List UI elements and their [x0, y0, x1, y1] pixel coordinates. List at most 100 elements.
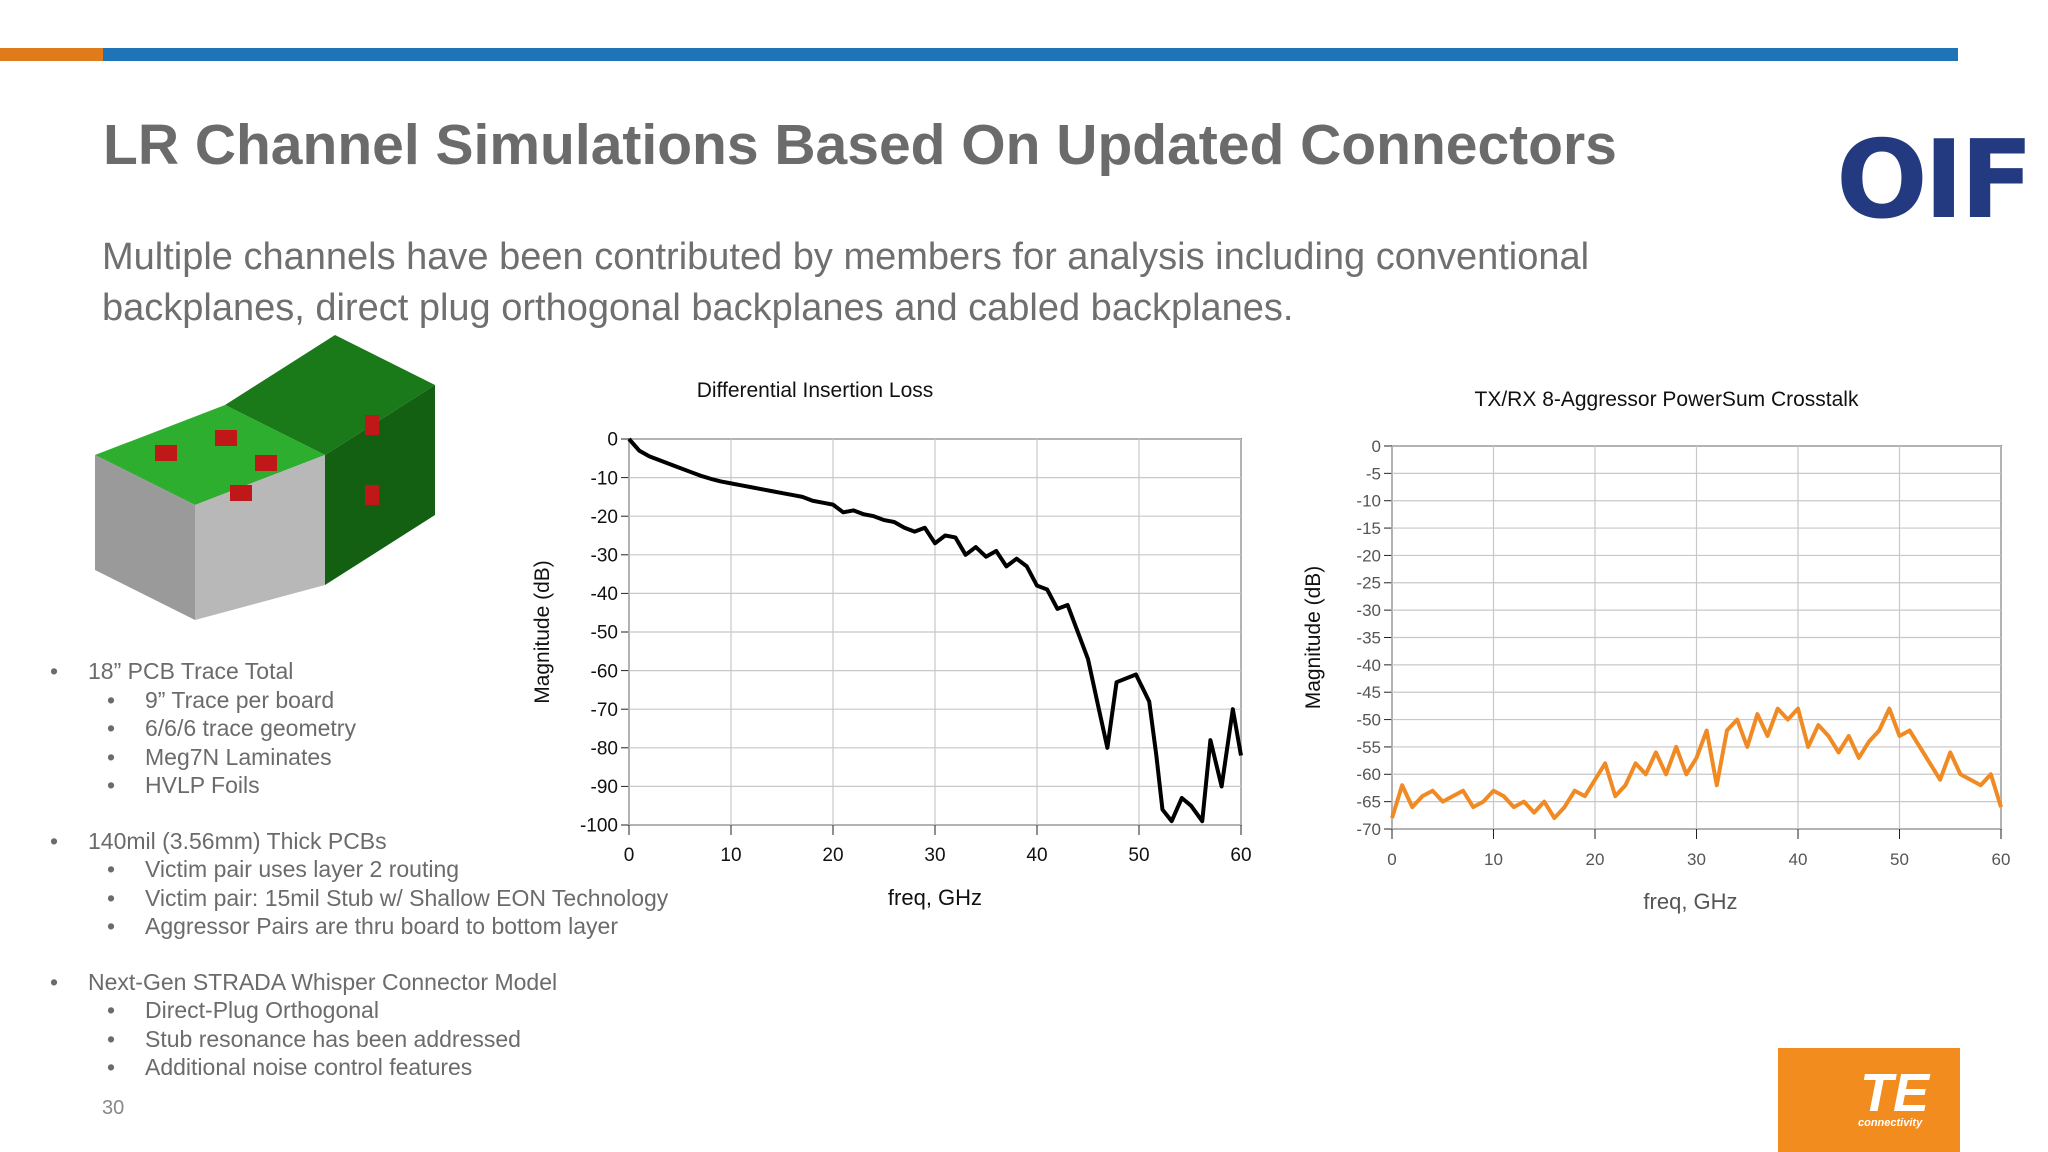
sub-bullet-text: Additional noise control features [145, 1054, 473, 1080]
bullet-dot: • [107, 686, 116, 713]
y-tick-label: 0 [1372, 437, 1381, 456]
y-tick-label: -50 [591, 623, 618, 644]
x-tick-label: 30 [924, 845, 945, 866]
board-illustration [95, 335, 435, 620]
y-tick-label: -10 [1356, 492, 1381, 511]
x-tick-label: 10 [1484, 850, 1503, 869]
x-tick-label: 60 [1230, 845, 1251, 866]
sub-bullet: • Additional noise control features [107, 1053, 668, 1082]
bullet-dot: • [107, 743, 116, 770]
y-tick-label: -40 [591, 584, 618, 605]
slide-title: LR Channel Simulations Based On Updated … [103, 113, 1617, 177]
y-tick-label: -45 [1356, 683, 1381, 702]
x-tick-label: 30 [1687, 850, 1706, 869]
x-tick-label: 50 [1128, 845, 1149, 866]
x-tick-label: 50 [1890, 850, 1909, 869]
y-tick-label: -30 [1356, 601, 1381, 620]
y-tick-label: -50 [1356, 711, 1381, 730]
sub-bullet: • Stub resonance has been addressed [107, 1025, 668, 1054]
bullet-dot: • [50, 968, 59, 995]
x-tick-label: 0 [624, 845, 635, 866]
sub-bullet-text: 6/6/6 trace geometry [145, 715, 356, 741]
y-axis-label: Magnitude (dB) [531, 560, 554, 704]
logo: OIF [1836, 118, 2034, 243]
sub-bullet: • Meg7N Laminates [107, 743, 668, 772]
sub-list: • Direct-Plug Orthogonal • Stub resonance h… [50, 996, 668, 1082]
y-tick-label: 0 [607, 430, 618, 451]
sub-bullet-text: Stub resonance has been addressed [145, 1025, 521, 1052]
y-tick-label: -60 [591, 661, 618, 682]
sub-bullet-text: HVLP Foils [145, 772, 260, 798]
brand-subtext: connectivity [1858, 1117, 1923, 1129]
y-tick-label: -30 [591, 545, 618, 566]
sub-bullet: • Direct-Plug Orthogonal [107, 996, 668, 1025]
x-tick-label: 0 [1387, 850, 1396, 869]
page-number: 30 [102, 1097, 125, 1119]
subtitle: Multiple channels have been contributed … [102, 236, 1590, 329]
x-axis-label: freq, GHz [888, 885, 982, 910]
sub-bullet: • 6/6/6 trace geometry [107, 714, 668, 743]
sub-bullet-text: Direct-Plug Orthogonal [145, 997, 379, 1023]
sub-bullet: • Aggressor Pairs are thru board to botto… [107, 912, 668, 941]
y-tick-label: -10 [591, 468, 618, 489]
boards [95, 335, 435, 620]
x-axis-label: freq, GHz [1643, 889, 1737, 914]
y-tick-label: -60 [1356, 765, 1381, 784]
sub-bullet: • Victim pair: 15mil Stub w/ Shallow EON … [107, 884, 668, 913]
sub-bullet-text: Meg7N Laminates [145, 743, 332, 770]
bullet-list: • 18” PCB Trace Total • 9” Trace per board •… [50, 657, 668, 1109]
bullet: • 18” PCB Trace Total • 9” Trace per board •… [50, 657, 668, 800]
y-tick-label: -5 [1366, 464, 1381, 483]
bullet-dot: • [107, 884, 116, 911]
accent-bar [103, 48, 1958, 61]
bullet-dot: • [50, 658, 59, 684]
brand-box [1778, 1048, 1960, 1152]
bullet-text: 140mil (3.56mm) Thick PCBs [88, 827, 387, 854]
sub-bullet-text: Victim pair uses layer 2 routing [145, 856, 460, 882]
y-tick-label: -80 [591, 738, 618, 759]
data-line [627, 437, 1243, 824]
chart-title: Differential Insertion Loss [697, 379, 934, 402]
bullet-text: Next-Gen STRADA Whisper Connector Model [88, 968, 558, 995]
y-tick-label: -20 [1356, 546, 1381, 565]
bullet-dot: • [107, 1025, 116, 1052]
y-tick-label: -25 [1356, 574, 1381, 593]
brand-logo: TE [1860, 1063, 1930, 1123]
data-line [1390, 706, 2003, 821]
y-tick-label: -35 [1356, 628, 1381, 647]
accent-bar [0, 48, 103, 61]
sub-bullet: • HVLP Foils [107, 771, 668, 800]
bullet-text: 18” PCB Trace Total [88, 658, 294, 684]
y-tick-label: -20 [591, 507, 618, 528]
y-tick-label: -90 [591, 777, 618, 798]
sub-list: • 9” Trace per board • 6/6/6 trace geometry… [50, 686, 668, 800]
sub-bullet: • 9” Trace per board [107, 686, 668, 715]
y-tick-label: -65 [1356, 793, 1381, 812]
bullet-dot: • [107, 997, 116, 1023]
bullet-dot: • [107, 772, 116, 798]
y-tick-label: -100 [580, 816, 618, 837]
y-tick-label: -70 [1356, 820, 1381, 839]
y-tick-label: -55 [1356, 738, 1381, 757]
chart-title: TX/RX 8-Aggressor PowerSum Crosstalk [1475, 388, 1859, 411]
bullet-dot: • [107, 913, 116, 939]
x-tick-label: 20 [1586, 850, 1605, 869]
x-tick-label: 10 [720, 845, 741, 866]
bullet: • 140mil (3.56mm) Thick PCBs • Victim pair … [50, 827, 668, 941]
x-tick-label: 40 [1026, 845, 1047, 866]
x-tick-label: 20 [822, 845, 843, 866]
bullet-dot: • [50, 827, 59, 854]
sub-list: • Victim pair uses layer 2 routing • Victim… [50, 855, 668, 941]
sub-bullet: • Victim pair uses layer 2 routing [107, 855, 668, 884]
bullet-dot: • [107, 1054, 116, 1080]
x-tick-label: 40 [1789, 850, 1808, 869]
y-tick-label: -40 [1356, 656, 1381, 675]
y-axis-label: Magnitude (dB) [1302, 566, 1325, 710]
y-tick-label: -15 [1356, 519, 1381, 538]
sub-bullet-text: 9” Trace per board [145, 686, 335, 713]
bullet: • Next-Gen STRADA Whisper Connector Model… [50, 968, 668, 1082]
bullet-dot: • [107, 856, 116, 882]
bullet-dot: • [107, 715, 116, 741]
